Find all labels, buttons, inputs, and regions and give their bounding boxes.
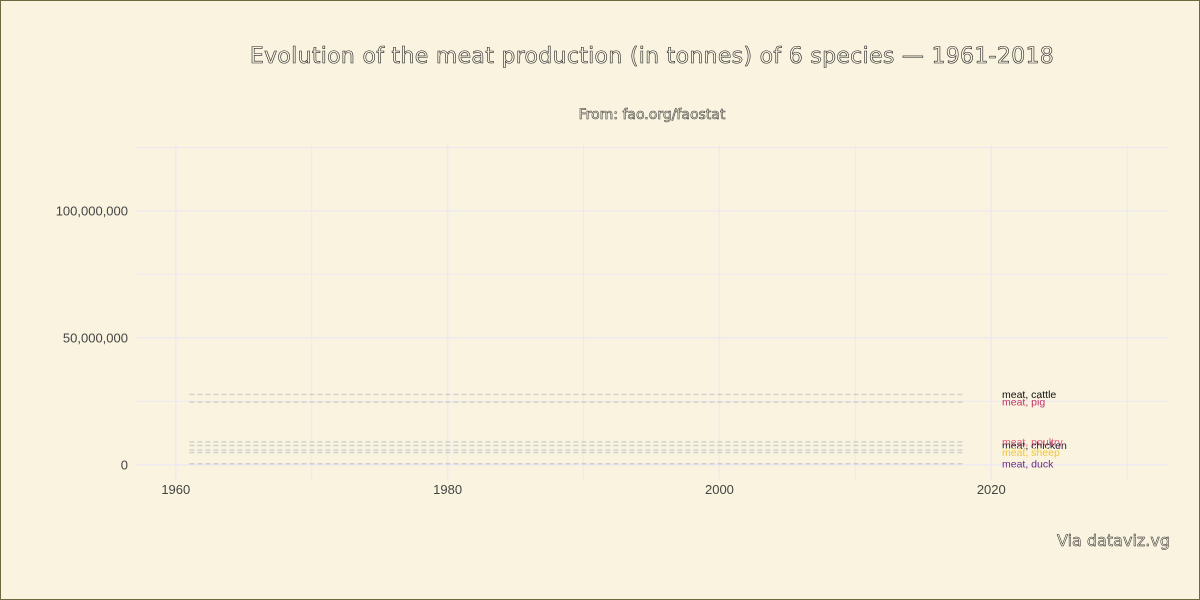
series-lines [189, 393, 965, 465]
grid [135, 145, 1168, 480]
series-end-label: meat, goat [1002, 445, 1052, 457]
series-end-label: meat, cattle [1002, 389, 1056, 401]
series-end-label: meat, duck [1002, 458, 1054, 470]
x-tick-label: 1980 [433, 482, 462, 497]
y-tick-label: 50,000,000 [63, 330, 128, 345]
x-tick-label: 2000 [705, 482, 734, 497]
chart-title: Evolution of the meat production (in ton… [249, 44, 1055, 70]
y-tick-label: 0 [121, 457, 128, 472]
y-tick-label: 100,000,000 [56, 203, 128, 218]
chart-subtitle: From: fao.org/faostat [578, 107, 726, 124]
x-tick-label: 2020 [977, 482, 1006, 497]
series-end-label: meat, poultry [1002, 436, 1063, 448]
axes: 1960 1980 2000 2020 0 50,000,000 100,000,000 [56, 203, 1006, 497]
series-end-label: meat, pig [1002, 397, 1045, 409]
series-end-label: meat, sheep [1002, 447, 1060, 459]
source-caption: Via dataviz.vg [1057, 531, 1171, 551]
x-tick-label: 1960 [161, 482, 190, 497]
series-end-label: meat, chicken [1002, 440, 1067, 452]
